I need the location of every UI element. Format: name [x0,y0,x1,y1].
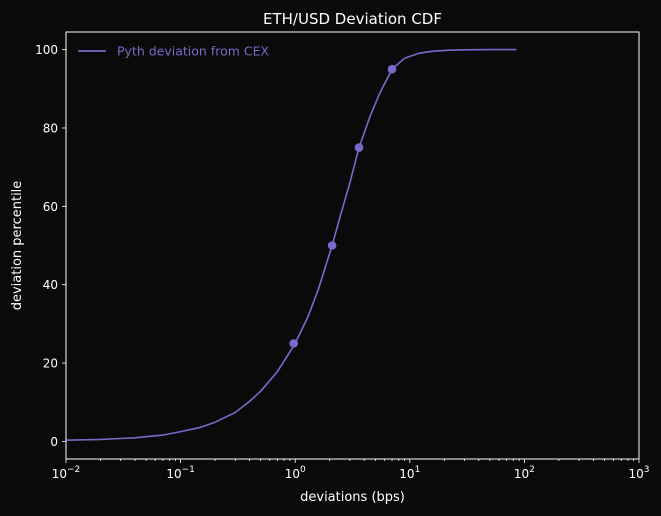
y-tick-label: 40 [43,278,58,292]
x-tick-label: 102 [514,465,535,481]
y-tick-label: 60 [43,200,58,214]
x-tick-label: 10−2 [52,465,81,481]
x-tick-label: 101 [399,465,420,481]
y-tick-label: 0 [50,435,58,449]
y-tick-label: 20 [43,357,58,371]
plot-area [65,48,517,441]
y-axis: 0 20 40 60 80 100 [35,43,66,449]
legend-label: Pyth deviation from CEX [117,44,269,59]
x-tick-label: 10−1 [166,465,195,481]
x-tick-label: 100 [285,465,306,481]
data-point-marker [387,64,397,74]
axes-frame [65,31,640,460]
x-axis-label: deviations (bps) [300,490,405,505]
legend: Pyth deviation from CEX [78,44,269,59]
x-tick-label: 103 [628,465,649,481]
y-tick-label: 100 [35,43,58,57]
x-axis: 10−2 10−1 100 101 102 103 [52,459,650,481]
data-point-marker [289,339,299,348]
data-point-marker [354,143,364,152]
chart-title: ETH/USD Deviation CDF [263,10,442,28]
series-line-pyth-deviation [65,48,517,441]
y-axis-label: deviation percentile [10,181,25,311]
y-tick-label: 80 [43,121,58,135]
data-point-marker [327,241,337,250]
